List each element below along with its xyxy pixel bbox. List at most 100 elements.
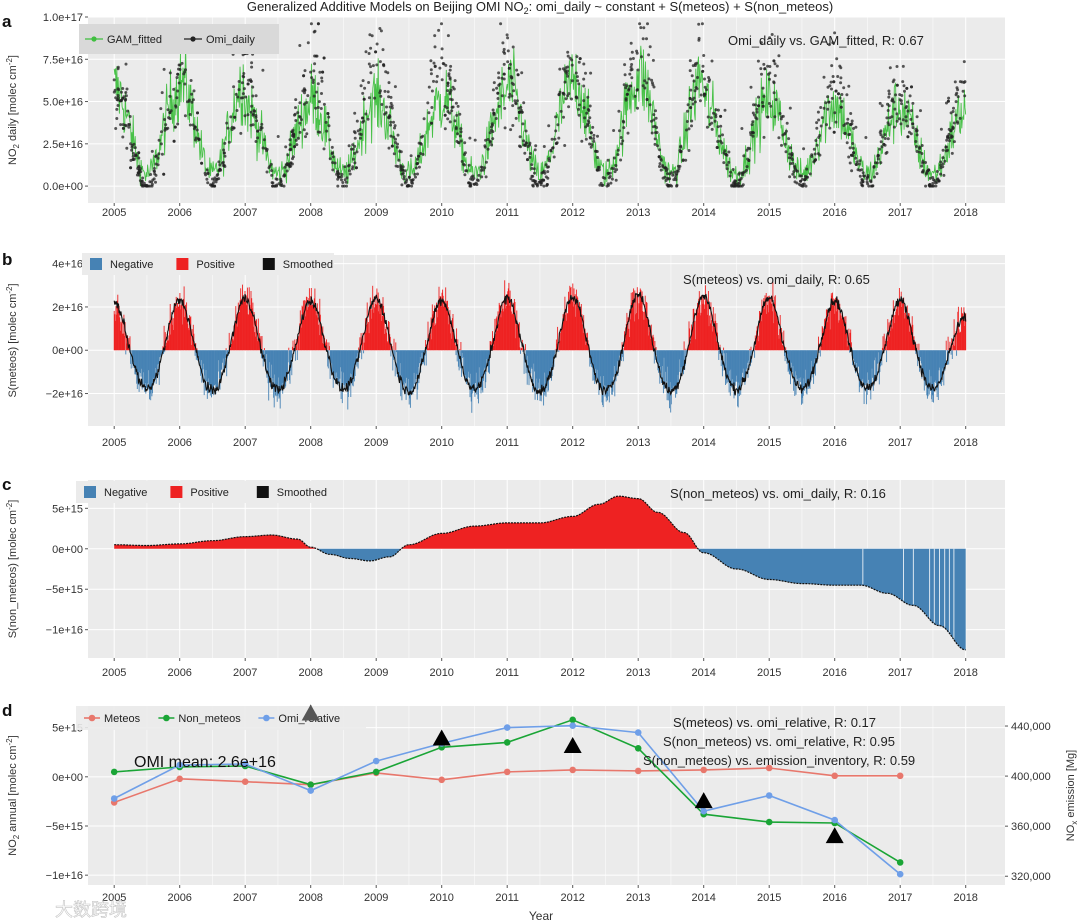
- omi-point: [246, 113, 250, 117]
- omi-point: [168, 111, 172, 115]
- omi-point: [446, 34, 450, 38]
- omi-point: [523, 143, 527, 147]
- omi-point: [954, 113, 958, 117]
- legend-label-negative: Negative: [104, 487, 147, 499]
- omi-point: [884, 151, 888, 155]
- legend-marker: [263, 714, 270, 722]
- omi-point: [570, 63, 574, 67]
- omi-point: [451, 105, 455, 109]
- point-2016: [831, 772, 838, 780]
- omi-point: [378, 27, 382, 30]
- omi-point: [353, 136, 357, 140]
- omi-point: [176, 89, 180, 93]
- omi-point: [302, 128, 306, 132]
- omi-point: [703, 77, 706, 81]
- omi-point: [768, 65, 772, 68]
- omi-point: [460, 160, 464, 163]
- omi-point: [319, 107, 323, 110]
- legend-swatch-negative: [90, 258, 102, 270]
- omi-point: [839, 81, 843, 85]
- omi-point: [619, 136, 623, 139]
- point-2006: [176, 775, 183, 783]
- omi-point: [298, 115, 302, 119]
- omi-point: [716, 108, 720, 112]
- omi-point: [700, 22, 704, 26]
- omi-point: [947, 127, 951, 131]
- omi-point: [813, 152, 817, 156]
- omi-point: [318, 130, 322, 134]
- omi-point: [747, 159, 751, 162]
- omi-point: [512, 89, 516, 93]
- omi-point: [898, 98, 902, 102]
- omi-point: [300, 118, 303, 122]
- omi-point: [833, 31, 837, 35]
- omi-point: [160, 152, 164, 156]
- omi-point: [512, 83, 515, 86]
- omi-point: [130, 143, 134, 147]
- panel-label-a: a: [2, 12, 12, 31]
- omi-point: [885, 116, 889, 120]
- omi-point: [361, 79, 365, 83]
- omi-point: [446, 81, 450, 85]
- omi-point: [250, 65, 254, 69]
- omi-point: [193, 125, 197, 129]
- omi-point: [526, 158, 529, 162]
- omi-point: [745, 168, 748, 172]
- omi-point: [369, 71, 373, 75]
- omi-point: [575, 75, 579, 79]
- x-tick-label-2006: 2006: [167, 437, 191, 449]
- omi-point: [843, 131, 847, 135]
- omi-point: [463, 141, 467, 145]
- omi-point: [275, 183, 279, 187]
- omi-point: [514, 102, 518, 106]
- omi-point: [915, 133, 919, 137]
- omi-point: [860, 168, 864, 172]
- omi-point: [920, 144, 924, 147]
- omi-point: [892, 125, 896, 129]
- omi-point: [597, 168, 601, 172]
- omi-point: [800, 177, 804, 181]
- omi-point: [748, 147, 752, 151]
- omi-point: [629, 84, 633, 88]
- omi-point: [234, 92, 238, 96]
- x-tick-label-2016: 2016: [822, 207, 846, 219]
- omi-point: [156, 156, 160, 160]
- omi-point: [311, 78, 315, 82]
- omi-point: [242, 72, 246, 75]
- omi-point: [826, 95, 830, 99]
- omi-point: [136, 171, 140, 175]
- omi-point: [751, 131, 755, 135]
- omi-point: [393, 124, 397, 128]
- x-tick-label-2013: 2013: [626, 667, 650, 679]
- x-tick-label-2007: 2007: [233, 437, 257, 449]
- omi-point: [336, 184, 340, 188]
- omi-point: [345, 184, 348, 188]
- legend-marker: [163, 714, 170, 722]
- omi-point: [168, 94, 172, 98]
- omi-point: [620, 142, 624, 146]
- omi-point: [727, 150, 731, 154]
- omi-point: [114, 96, 118, 100]
- omi-point: [545, 183, 549, 186]
- omi-point: [745, 165, 749, 169]
- omi-point: [157, 138, 161, 142]
- omi-point: [621, 119, 625, 123]
- legend-label-omi_daily: Omi_daily: [206, 34, 255, 46]
- omi-point: [137, 156, 141, 160]
- omi-point: [578, 103, 581, 107]
- omi-point: [542, 169, 546, 173]
- point-2009: [372, 768, 380, 776]
- omi-point: [521, 122, 525, 126]
- omi-point: [455, 113, 459, 117]
- omi-point: [650, 119, 653, 123]
- omi-point: [656, 144, 659, 148]
- omi-point: [754, 116, 758, 120]
- omi-point: [707, 79, 711, 83]
- omi-point: [352, 157, 355, 161]
- omi-point: [351, 147, 355, 151]
- omi-point: [124, 94, 128, 98]
- x-tick-label-2012: 2012: [560, 667, 584, 679]
- omi-point: [395, 145, 399, 149]
- legend-label-gam_fitted: GAM_fitted: [107, 34, 162, 46]
- omi-point: [371, 64, 375, 68]
